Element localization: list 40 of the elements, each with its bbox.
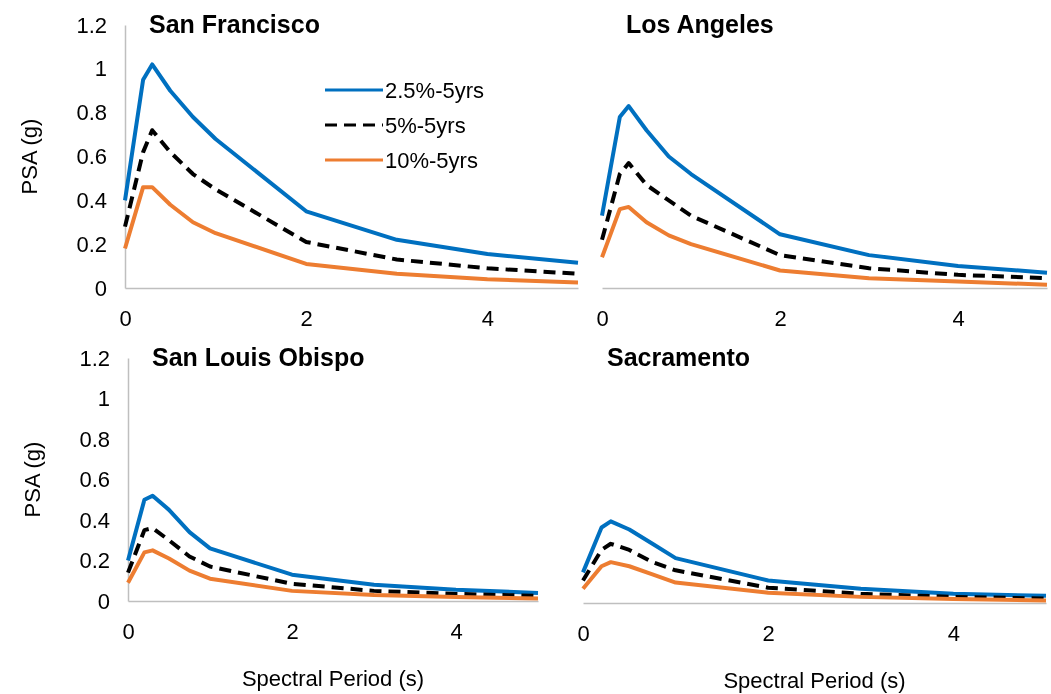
- chart-title: Los Angeles: [626, 10, 774, 38]
- y-tick-label: 0.8: [76, 100, 107, 126]
- y-tick-label: 0.6: [76, 144, 107, 170]
- x-axis-title: Spectral Period (s): [723, 668, 906, 693]
- x-tick-label: 0: [596, 305, 609, 331]
- x-tick-label: 0: [119, 305, 132, 331]
- line-series: [123, 62, 580, 265]
- y-tick-label: 0.4: [76, 187, 107, 213]
- y-tick-label: 0: [97, 588, 110, 614]
- y-tick-label: 1.2: [76, 12, 107, 38]
- y-axis-title: PSA (g): [17, 118, 42, 195]
- line-series: [126, 493, 540, 595]
- y-tick-label: 1: [97, 386, 110, 412]
- x-tick-label: 2: [762, 620, 775, 646]
- x-axis-title: Spectral Period (s): [241, 666, 425, 691]
- x-tick-label: 0: [122, 618, 135, 644]
- y-tick-label: 0: [94, 275, 107, 301]
- x-tick-label: 0: [577, 620, 590, 646]
- legend-label: 5%-5yrs: [385, 113, 466, 138]
- y-tick-label: 0.4: [79, 507, 110, 533]
- line-series: [123, 185, 580, 285]
- chart-title: San Louis Obispo: [152, 343, 365, 371]
- chart-title: Sacramento: [607, 343, 751, 371]
- x-tick-label: 2: [286, 618, 299, 644]
- chart-title: San Francisco: [149, 10, 320, 38]
- x-tick-label: 4: [450, 618, 463, 644]
- x-tick-label: 2: [774, 305, 787, 331]
- y-tick-label: 0.2: [79, 548, 110, 574]
- x-tick-label: 2: [300, 305, 313, 331]
- legend-label: 10%-5yrs: [385, 148, 478, 173]
- x-tick-label: 4: [952, 305, 965, 331]
- y-tick-label: 0.6: [79, 467, 110, 493]
- y-tick-label: 0.2: [76, 231, 107, 257]
- y-tick-label: 0.8: [79, 426, 110, 452]
- y-tick-label: 1: [94, 56, 107, 82]
- y-tick-label: 1.2: [79, 345, 110, 371]
- legend-label: 2.5%-5yrs: [385, 78, 485, 103]
- x-tick-label: 4: [947, 620, 961, 646]
- y-axis-title: PSA (g): [20, 441, 45, 518]
- x-tick-label: 4: [481, 305, 495, 331]
